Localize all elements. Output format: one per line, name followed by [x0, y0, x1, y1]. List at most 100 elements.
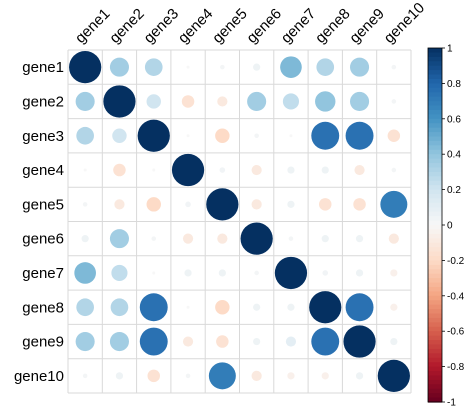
- correlation-circle-gene10-gene5: [208, 362, 236, 390]
- correlation-circle-gene7-gene4: [184, 269, 192, 277]
- colorbar-segment: [428, 362, 442, 368]
- correlation-circle-gene6-gene5: [217, 233, 228, 244]
- colorbar-segment: [428, 154, 442, 160]
- colorbar-segment: [428, 233, 442, 239]
- correlation-circle-gene1-gene6: [253, 63, 261, 71]
- correlation-circle-gene8-gene3: [139, 293, 168, 322]
- colorbar-segment: [428, 331, 442, 337]
- colorbar-segment: [428, 295, 442, 301]
- row-label-gene7: gene7: [22, 265, 64, 282]
- correlation-circle-gene1-gene4: [186, 65, 190, 69]
- correlation-circle-gene8-gene10: [390, 303, 398, 311]
- colorbar-tick-label: 0.6: [447, 114, 461, 125]
- colorbar-segment: [428, 366, 442, 372]
- colorbar-tick-label: -0.2: [447, 256, 465, 267]
- correlation-circle-gene8-gene8: [309, 291, 342, 324]
- colorbar-segment: [428, 194, 442, 200]
- correlation-circle-gene4-gene8: [321, 166, 329, 174]
- correlation-circle-gene2-gene1: [75, 91, 95, 111]
- colorbar-segment: [428, 189, 442, 195]
- correlation-circle-gene3-gene8: [311, 121, 340, 150]
- correlation-circles: [69, 51, 410, 392]
- colorbar-tick-label: 0.2: [447, 185, 461, 196]
- correlation-circle-gene10-gene1: [82, 373, 88, 379]
- colorbar-segment: [428, 242, 442, 248]
- correlation-circle-gene10-gene6: [251, 370, 262, 381]
- colorbar-segment: [428, 393, 442, 399]
- colorbar-tick-label: 0: [447, 221, 453, 232]
- correlation-circle-gene1-gene7: [280, 56, 302, 78]
- column-label-gene9: gene9: [346, 5, 388, 47]
- colorbar-segment: [428, 87, 442, 93]
- correlation-circle-gene5-gene4: [185, 201, 191, 208]
- colorbar-tick-label: -1: [447, 398, 456, 409]
- colorbar-segment: [428, 309, 442, 315]
- colorbar-segment: [428, 149, 442, 155]
- correlation-circle-gene6-gene3: [151, 236, 157, 241]
- colorbar-segment: [428, 264, 442, 270]
- correlation-circle-gene3-gene9: [345, 121, 374, 150]
- colorbar-segment: [428, 260, 442, 266]
- row-label-gene2: gene2: [22, 93, 64, 110]
- correlation-circle-gene2-gene9: [350, 91, 370, 111]
- correlation-circle-gene4-gene10: [391, 167, 397, 173]
- column-label-gene7: gene7: [278, 5, 320, 47]
- correlation-circle-gene2-gene10: [391, 99, 397, 104]
- correlation-circle-gene5-gene10: [380, 190, 408, 218]
- correlation-circle-gene9-gene2: [109, 332, 129, 352]
- colorbar-segment: [428, 286, 442, 292]
- correlation-circle-gene4-gene9: [354, 164, 365, 176]
- correlation-circle-gene9-gene3: [139, 327, 168, 356]
- colorbar-segment: [428, 211, 442, 217]
- correlation-circle-gene6-gene10: [388, 233, 399, 244]
- correlation-circle-gene1-gene10: [391, 64, 397, 70]
- correlation-circle-gene3-gene7: [289, 134, 293, 138]
- correlation-circle-gene5-gene6: [251, 199, 262, 210]
- correlation-circle-gene3-gene2: [112, 128, 127, 143]
- column-label-gene6: gene6: [243, 5, 285, 47]
- colorbar-segment: [428, 114, 442, 120]
- colorbar-tick-label: 0.4: [447, 150, 461, 161]
- correlation-circle-gene8-gene6: [253, 303, 261, 311]
- correlation-circle-gene10-gene7: [287, 372, 295, 380]
- correlation-circle-gene4-gene3: [152, 168, 156, 172]
- column-label-gene10: gene10: [381, 0, 428, 47]
- colorbar-segment: [428, 335, 442, 341]
- correlation-circle-gene2-gene5: [217, 96, 228, 107]
- column-label-gene4: gene4: [175, 5, 217, 47]
- correlation-circle-gene1-gene5: [220, 64, 225, 70]
- colorbar-segment: [428, 251, 442, 257]
- colorbar-segment: [428, 118, 442, 124]
- colorbar-segment: [428, 52, 442, 58]
- column-label-gene1: gene1: [72, 5, 114, 47]
- correlation-circle-gene5-gene5: [206, 188, 239, 221]
- correlation-circle-gene9-gene8: [311, 327, 340, 356]
- row-label-gene3: gene3: [22, 128, 64, 145]
- correlation-circle-gene3-gene1: [76, 126, 94, 145]
- colorbar-segment: [428, 61, 442, 67]
- row-label-gene8: gene8: [22, 299, 64, 316]
- column-label-gene3: gene3: [141, 5, 183, 47]
- colorbar-segment: [428, 388, 442, 394]
- correlation-circle-gene9-gene5: [216, 335, 229, 348]
- colorbar-segment: [428, 216, 442, 222]
- colorbar-segment: [428, 74, 442, 80]
- colorbar-segment: [428, 278, 442, 284]
- color-legend: 1 0.8 0.6 0.4 0.2 0 -0.2 -0.4 -0.6 -0.8 -1: [427, 44, 465, 409]
- correlation-circle-gene5-gene8: [319, 198, 332, 211]
- colorbar-segment: [428, 300, 442, 306]
- correlation-circle-gene6-gene4: [182, 233, 194, 244]
- row-label-gene6: gene6: [22, 231, 64, 248]
- colorbar-segment: [428, 109, 442, 115]
- correlation-circle-gene2-gene3: [146, 94, 161, 109]
- grid: [67, 49, 412, 394]
- correlation-circle-gene7-gene3: [152, 271, 156, 275]
- colorbar-segment: [428, 322, 442, 328]
- colorbar-segment: [428, 379, 442, 385]
- colorbar-segment: [428, 282, 442, 288]
- correlation-circle-gene8-gene5: [215, 300, 230, 315]
- colorbar-segment: [428, 176, 442, 182]
- colorbar-segment: [428, 132, 442, 138]
- correlation-circle-gene8-gene1: [76, 298, 94, 317]
- correlation-circle-gene4-gene6: [251, 164, 262, 176]
